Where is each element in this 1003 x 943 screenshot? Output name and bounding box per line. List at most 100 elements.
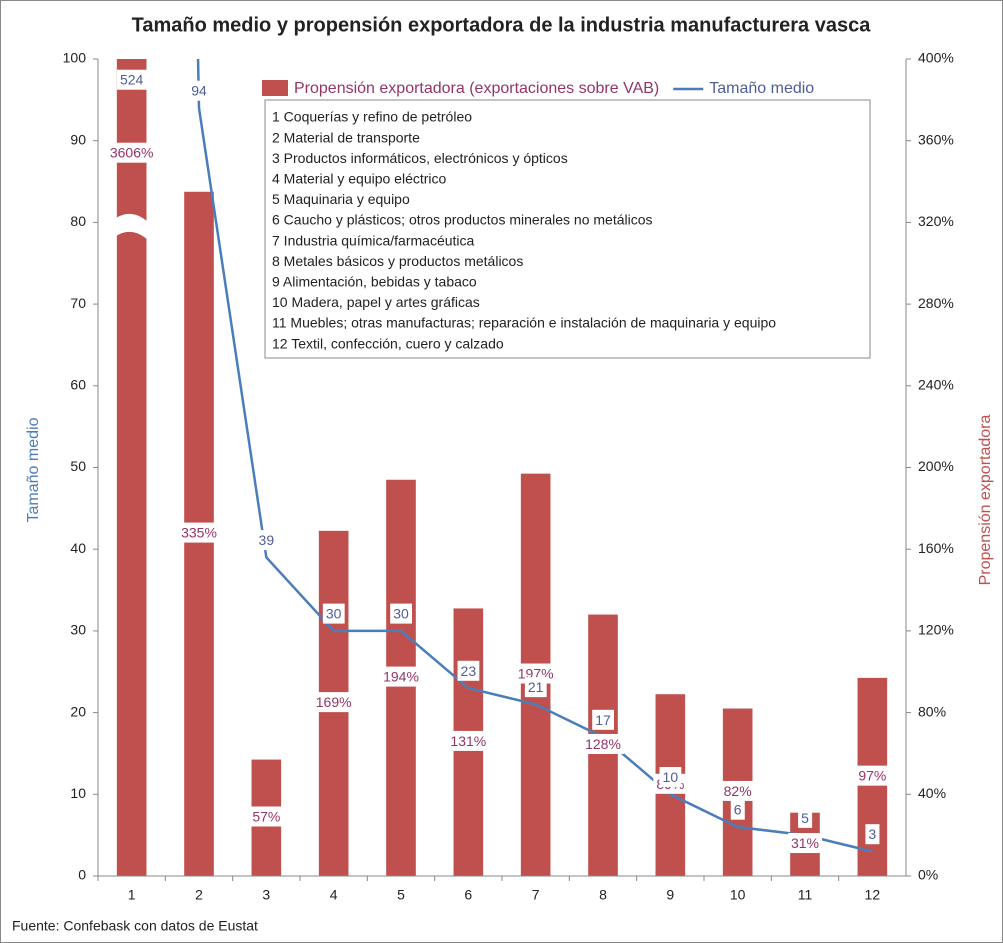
data-label: 131% <box>450 733 486 749</box>
x-tick-label: 5 <box>397 887 405 903</box>
data-label-bg <box>582 733 624 754</box>
x-tick-label: 3 <box>262 887 270 903</box>
y2-tick-label: 0% <box>918 867 938 883</box>
data-label-bg <box>188 80 210 101</box>
data-label: 3606% <box>110 145 154 161</box>
data-label-bg <box>720 780 755 801</box>
data-label-bg <box>322 603 345 624</box>
data-label: 6 <box>734 802 742 818</box>
legend-swatch <box>262 80 288 96</box>
data-label-bg <box>798 807 813 828</box>
y2-axis-label: Propensión exportadora <box>977 415 994 586</box>
x-tick-label: 1 <box>128 887 136 903</box>
data-label-bg <box>312 692 355 713</box>
y2-tick-label: 240% <box>918 377 954 393</box>
data-label-bg <box>106 142 157 163</box>
data-label: 31% <box>791 835 819 851</box>
legend-label: Propensión exportadora (exportaciones so… <box>294 80 659 97</box>
data-label: 3 <box>868 826 876 842</box>
x-tick-label: 8 <box>599 887 607 903</box>
data-label: 23 <box>461 663 477 679</box>
line-layer <box>196 59 873 853</box>
y2-tick-label: 400% <box>918 50 954 66</box>
y2-tick-label: 80% <box>918 703 946 719</box>
data-label: 30 <box>393 606 409 622</box>
y2-tick-label: 280% <box>918 295 954 311</box>
x-tick-label: 7 <box>532 887 540 903</box>
data-label-bg <box>249 806 284 827</box>
y-tick-label: 0 <box>78 867 86 883</box>
x-tick-label: 9 <box>666 887 674 903</box>
data-label-bg <box>447 730 490 751</box>
data-label: 30 <box>326 606 342 622</box>
data-label-bg <box>255 530 278 551</box>
x-tick-label: 2 <box>195 887 203 903</box>
category-description: 11 Muebles; otras manufacturas; reparaci… <box>272 315 776 331</box>
category-description: 5 Maquinaria y equipo <box>272 191 410 207</box>
line <box>196 59 873 853</box>
category-description: 12 Textil, confección, cuero y calzado <box>272 335 504 351</box>
data-label: 82% <box>724 783 752 799</box>
data-label-bg <box>592 709 614 730</box>
legend-label: Tamaño medio <box>709 80 814 97</box>
data-label-bg <box>730 799 745 820</box>
source: Fuente: Confebask con datos de Eustat <box>12 918 258 934</box>
y2-tick-label: 320% <box>918 213 954 229</box>
category-description: 9 Alimentación, bebidas y tabaco <box>272 274 477 290</box>
data-label-bg <box>855 765 890 786</box>
y-tick-label: 30 <box>70 622 86 638</box>
data-label-bg <box>380 666 422 687</box>
data-label-bg <box>659 767 682 788</box>
data-label: 194% <box>383 669 419 685</box>
y2-tick-label: 120% <box>918 622 954 638</box>
data-label: 17 <box>595 712 611 728</box>
data-label: 39 <box>259 532 275 548</box>
data-label: 57% <box>252 808 280 824</box>
data-label-bg <box>524 677 547 698</box>
category-description: 1 Coquerías y refino de petróleo <box>272 109 472 125</box>
y-axis-label: Tamaño medio <box>25 417 42 522</box>
category-description: 10 Madera, papel y artes gráficas <box>272 294 480 310</box>
x-tick-label: 10 <box>730 887 746 903</box>
data-label: 97% <box>858 768 886 784</box>
axis-break <box>116 213 148 240</box>
data-label: 169% <box>316 694 352 710</box>
y-tick-label: 80 <box>70 213 86 229</box>
data-label-bg <box>865 824 880 845</box>
category-description: 3 Productos informáticos, electrónicos y… <box>272 150 568 166</box>
category-description: 4 Material y equipo eléctrico <box>272 171 447 187</box>
data-label: 21 <box>528 679 544 695</box>
bar <box>116 59 147 876</box>
y-tick-label: 100 <box>63 50 87 66</box>
data-label-bg <box>116 69 147 90</box>
y-tick-label: 60 <box>70 377 86 393</box>
y-tick-label: 40 <box>70 540 86 556</box>
data-label-bg <box>787 833 823 854</box>
x-tick-label: 11 <box>798 887 813 903</box>
data-label: 10 <box>663 769 679 785</box>
y-tick-label: 90 <box>70 131 86 147</box>
y2-tick-label: 40% <box>918 785 946 801</box>
data-label-bg <box>457 660 480 681</box>
y2-tick-label: 160% <box>918 540 954 556</box>
category-description: 8 Metales básicos y productos metálicos <box>272 253 523 269</box>
data-label: 94 <box>191 83 207 99</box>
data-label: 524 <box>120 72 144 88</box>
x-tick-label: 12 <box>865 887 881 903</box>
category-box <box>264 99 871 359</box>
data-label-bg <box>178 522 220 543</box>
y-tick-label: 20 <box>70 703 86 719</box>
category-description: 2 Material de transporte <box>272 129 420 145</box>
y2-tick-label: 360% <box>918 131 954 147</box>
labels: 3606%335%57%169%194%131%197%128%89%82%31… <box>106 69 890 854</box>
x-tick-label: 6 <box>464 887 472 903</box>
legend: Propensión exportadora (exportaciones so… <box>262 80 814 97</box>
y-tick-label: 10 <box>70 785 86 801</box>
category-description: 7 Industria química/farmacéutica <box>272 232 475 248</box>
y-tick-label: 50 <box>70 458 86 474</box>
data-label: 128% <box>585 736 621 752</box>
data-label: 335% <box>181 525 217 541</box>
chart-title: Tamaño medio y propensión exportadora de… <box>132 14 872 36</box>
data-label-bg <box>390 603 412 624</box>
